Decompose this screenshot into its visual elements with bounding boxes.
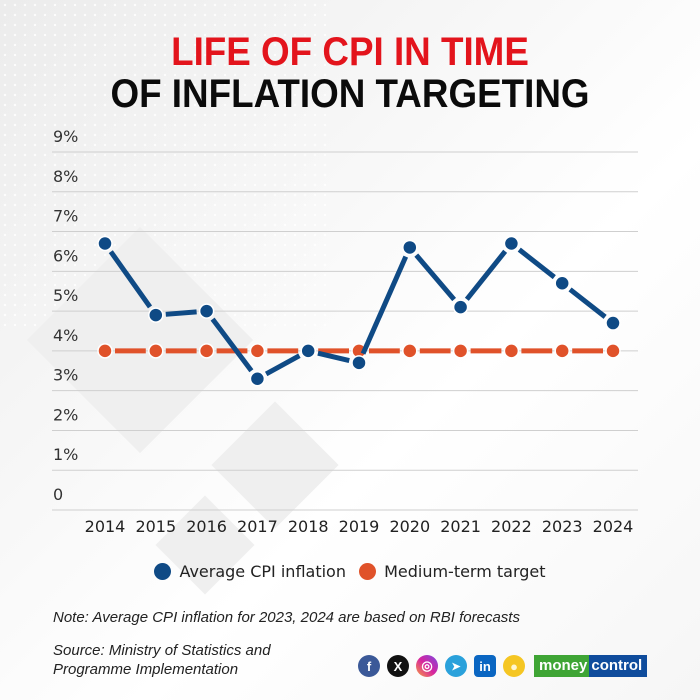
data-point-cpi — [198, 303, 215, 319]
y-tick-label: 2% — [53, 405, 78, 424]
data-point-target — [503, 343, 520, 359]
series-segment-cpi — [568, 287, 607, 319]
social-links: f X ◎ ➤ in ● money control — [358, 655, 648, 677]
x-tick-label: 2023 — [542, 517, 583, 536]
legend-marker-cpi — [154, 563, 172, 580]
data-point-cpi — [402, 239, 418, 256]
data-point-target — [605, 343, 621, 359]
footnote: Note: Average CPI inflation for 2023, 20… — [53, 609, 520, 626]
data-point-cpi — [148, 307, 164, 323]
legend-label-target: Medium-term target — [384, 562, 546, 581]
logo-money: money — [534, 655, 590, 677]
legend-item-cpi: Average CPI inflation — [154, 562, 346, 581]
y-tick-label: 5% — [53, 286, 78, 305]
data-point-target — [249, 343, 266, 359]
series-segment-cpi — [210, 317, 254, 373]
x-twitter-icon[interactable]: X — [387, 655, 409, 677]
x-tick-label: 2015 — [135, 517, 176, 536]
legend-item-target: Medium-term target — [359, 562, 546, 581]
x-tick-label: 2018 — [288, 517, 329, 536]
chart-title-line-2: OF INFLATION TARGETING — [110, 72, 590, 116]
moneycontrol-logo[interactable]: money control — [534, 655, 648, 677]
x-tick-label: 2017 — [237, 517, 278, 536]
instagram-icon[interactable]: ◎ — [416, 655, 438, 677]
y-tick-label: 7% — [53, 207, 78, 226]
y-tick-label: 4% — [53, 326, 78, 345]
data-point-cpi — [452, 299, 469, 315]
x-tick-label: 2021 — [440, 517, 481, 536]
x-tick-label: 2020 — [389, 517, 430, 536]
chart-title-line-1: LIFE OF CPI IN TIME — [171, 30, 529, 74]
data-point-cpi — [605, 315, 621, 331]
source-line-1: Source: Ministry of Statistics and — [53, 642, 271, 659]
series-segment-cpi — [264, 353, 301, 377]
data-point-target — [402, 343, 418, 359]
chart-legend: Average CPI inflation Medium-term target — [0, 562, 700, 584]
data-point-target — [198, 343, 215, 359]
telegram-icon[interactable]: ➤ — [445, 655, 467, 677]
y-tick-label: 1% — [53, 445, 78, 464]
series-segment-cpi — [360, 255, 409, 355]
koo-icon[interactable]: ● — [503, 655, 525, 677]
series-segment-cpi — [414, 253, 457, 302]
y-tick-label: 3% — [53, 366, 78, 385]
linkedin-icon[interactable]: in — [474, 655, 496, 677]
data-point-target — [97, 343, 113, 359]
data-point-cpi — [300, 343, 316, 359]
series-segment-cpi — [108, 250, 153, 309]
y-tick-label: 0 — [53, 485, 63, 504]
y-tick-label: 9% — [53, 127, 78, 146]
data-point-cpi — [554, 275, 570, 292]
series-segment-cpi — [165, 309, 197, 317]
data-point-cpi — [249, 370, 266, 387]
data-point-cpi — [97, 235, 113, 252]
y-tick-label: 8% — [53, 167, 78, 186]
source-text: Source: Ministry of Statistics and Progr… — [53, 641, 271, 679]
data-point-cpi — [503, 235, 520, 252]
source-line-2: Programme Implementation — [53, 661, 239, 678]
facebook-icon[interactable]: f — [358, 655, 380, 677]
series-segment-cpi — [464, 249, 508, 301]
line-chart: 0 1% 2% 3% 4% 5% 6% 7% 8% 9% 2014 2015 2016 2017 2018 2… — [52, 127, 638, 536]
data-point-target — [554, 343, 570, 359]
x-tick-label: 2019 — [339, 517, 380, 536]
series-segment-cpi — [517, 247, 556, 280]
x-tick-label: 2016 — [186, 517, 227, 536]
x-tick-label: 2022 — [491, 517, 532, 536]
logo-control: control — [589, 655, 648, 677]
y-tick-label: 6% — [53, 246, 78, 265]
x-tick-label: 2024 — [593, 517, 634, 536]
legend-label-cpi: Average CPI inflation — [179, 562, 346, 581]
legend-marker-target — [359, 563, 377, 580]
data-point-cpi — [351, 355, 367, 371]
data-point-target — [452, 343, 469, 359]
data-point-target — [148, 343, 164, 359]
series-segment-cpi — [317, 350, 350, 363]
x-tick-label: 2014 — [85, 517, 126, 536]
